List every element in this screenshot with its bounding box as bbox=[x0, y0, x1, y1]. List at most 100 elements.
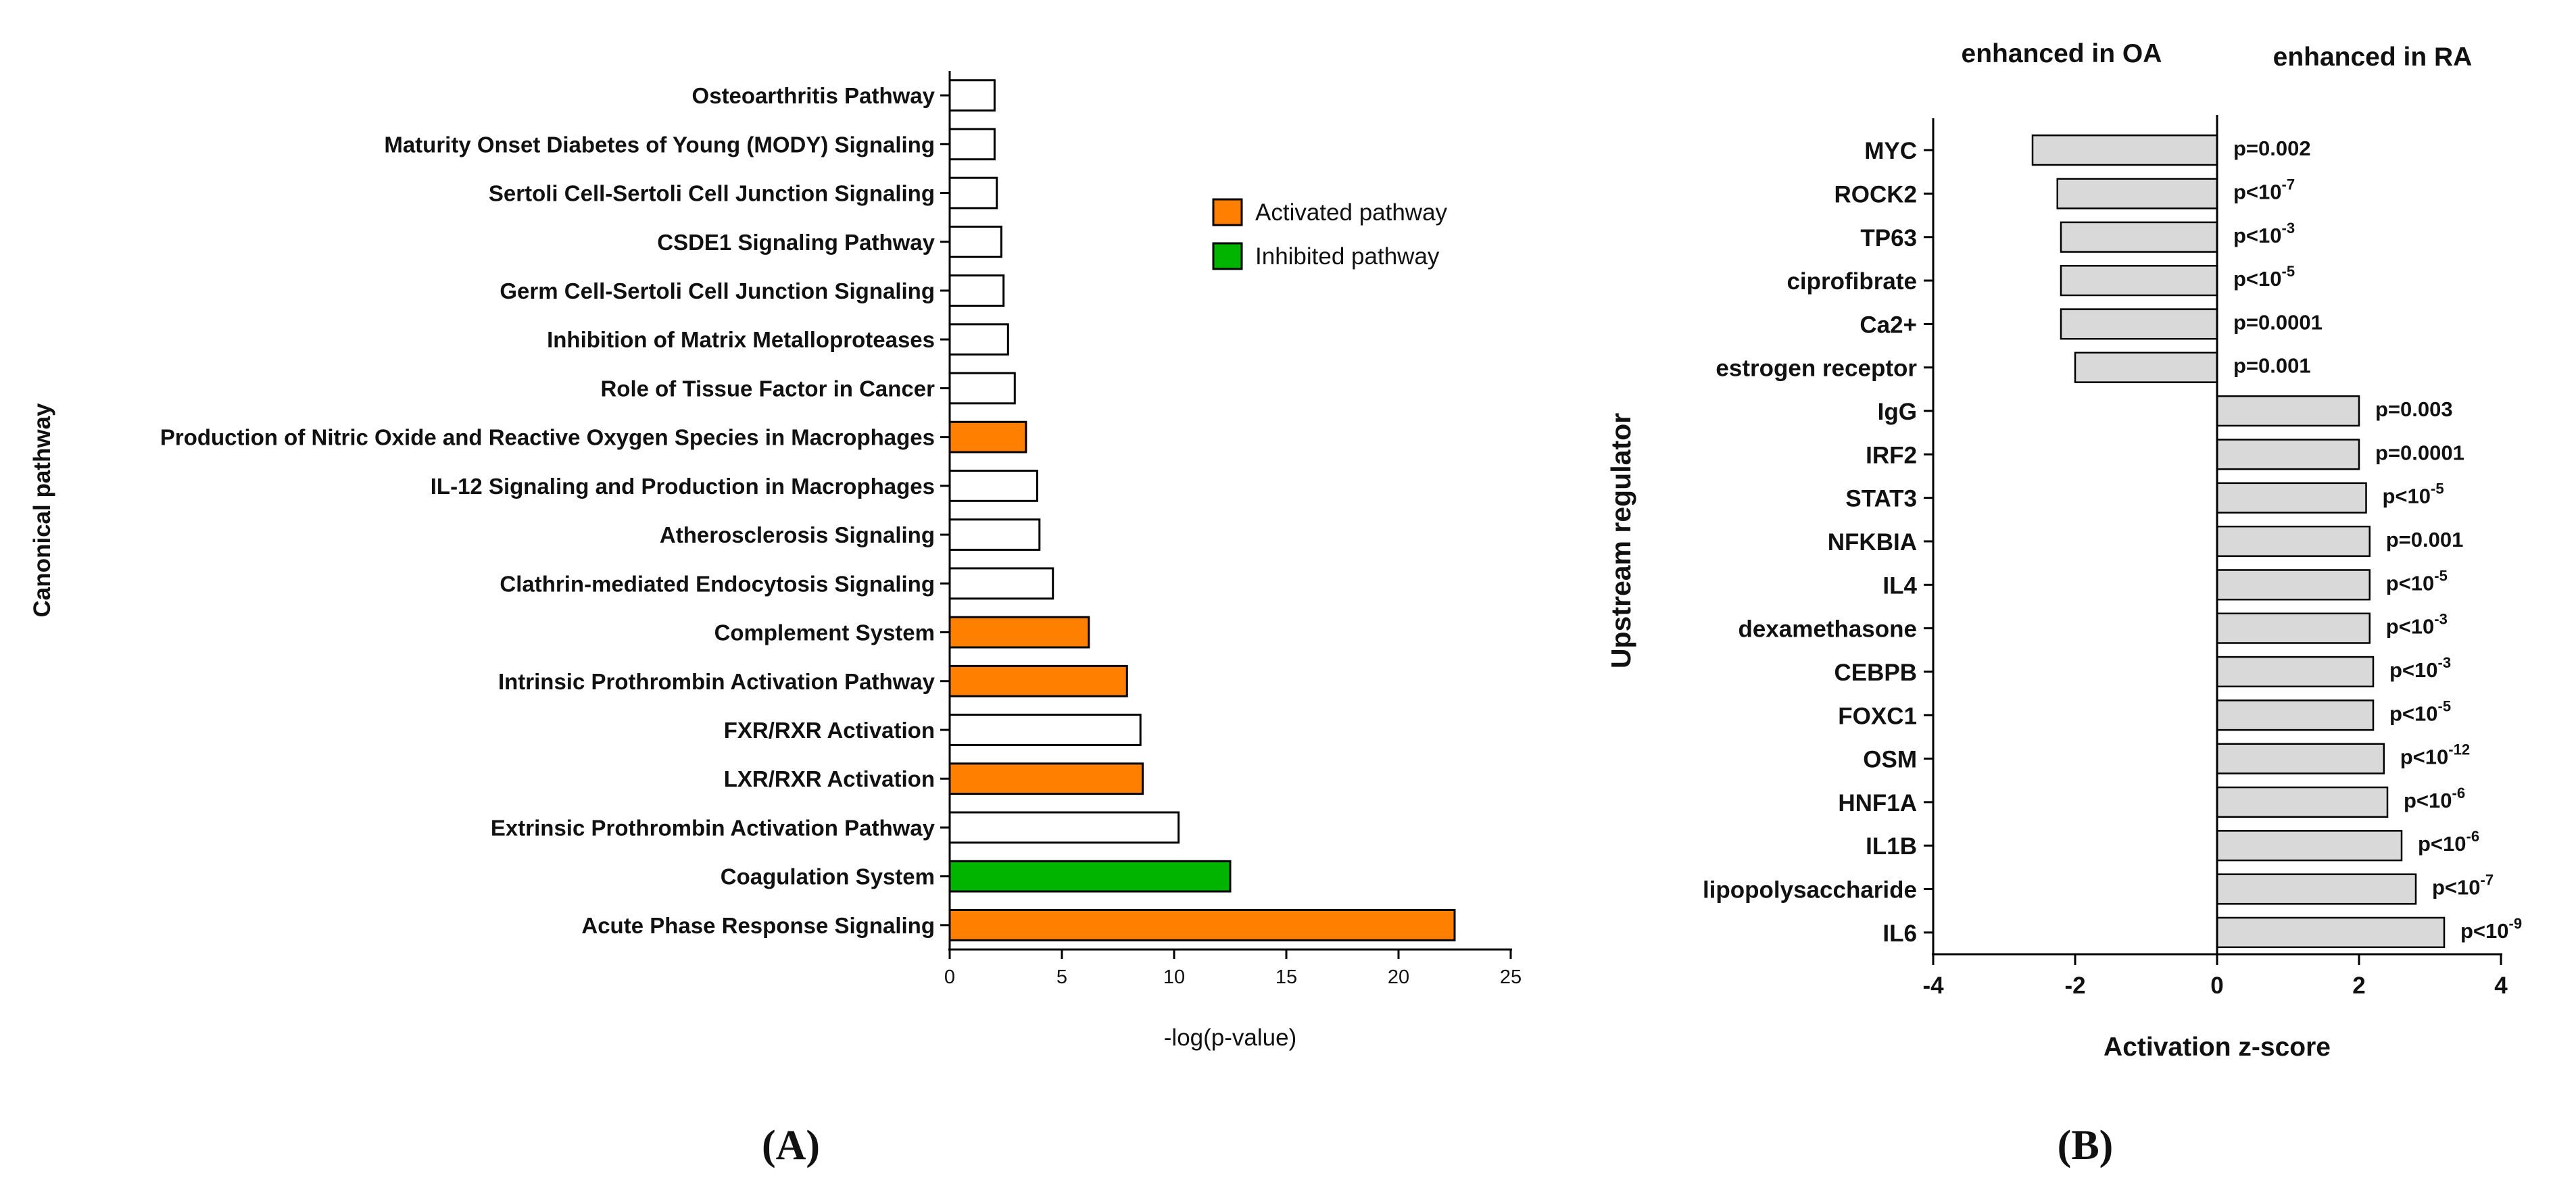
category-label-2: TP63 bbox=[1860, 225, 1917, 251]
bar-3 bbox=[2060, 264, 2218, 297]
bar-1 bbox=[2056, 178, 2218, 210]
pvalue-label-6: p=0.003 bbox=[2375, 397, 2453, 421]
bar-10 bbox=[948, 567, 1054, 600]
bar-15 bbox=[2216, 786, 2389, 818]
pvalue-label-13: p<10-5 bbox=[2389, 697, 2451, 725]
bar-11 bbox=[2216, 612, 2371, 644]
category-label-4: Ca2+ bbox=[1860, 312, 1917, 338]
category-label-5: Inhibition of Matrix Metalloproteases bbox=[547, 327, 935, 352]
bar-6 bbox=[2216, 395, 2360, 427]
bar-7 bbox=[2216, 439, 2360, 470]
bar-1 bbox=[948, 128, 996, 161]
pvalue-label-11: p<10-3 bbox=[2386, 611, 2448, 639]
pvalue-label-15: p<10-6 bbox=[2404, 785, 2465, 812]
bar-4 bbox=[948, 274, 1005, 307]
legend-label-1: Inhibited pathway bbox=[1255, 243, 1440, 270]
pvalue-label-12: p<10-3 bbox=[2389, 654, 2451, 682]
x-axis-title: -log(p-value) bbox=[1164, 1025, 1296, 1051]
category-label-18: IL6 bbox=[1882, 920, 1917, 947]
bar-13 bbox=[2216, 699, 2375, 731]
bar-11 bbox=[948, 616, 1090, 649]
caption-b: (B) bbox=[2058, 1123, 2114, 1168]
category-label-2: Sertoli Cell-Sertoli Cell Junction Signa… bbox=[489, 181, 935, 206]
xtick-label-1: 5 bbox=[1056, 966, 1067, 988]
bar-2 bbox=[948, 176, 998, 210]
legend-swatch-0 bbox=[1212, 198, 1243, 226]
pvalue-label-2: p<10-3 bbox=[2233, 220, 2295, 247]
bar-16 bbox=[2216, 830, 2403, 862]
category-label-14: OSM bbox=[1863, 747, 1917, 773]
category-label-3: CSDE1 Signaling Pathway bbox=[657, 230, 935, 255]
panel-a-pathway-chart: Osteoarthritis Pathway Maturity Onset Dia… bbox=[29, 71, 1522, 1051]
xtick-label-3: 15 bbox=[1275, 966, 1297, 988]
bar-17 bbox=[2216, 873, 2417, 905]
category-label-17: lipopolysaccharide bbox=[1703, 877, 1917, 904]
bar-10 bbox=[2216, 569, 2371, 601]
bar-0 bbox=[2031, 134, 2218, 166]
category-label-4: Germ Cell-Sertoli Cell Junction Signalin… bbox=[500, 278, 935, 303]
category-label-12: Intrinsic Prothrombin Activation Pathway bbox=[498, 669, 935, 694]
bar-4 bbox=[2060, 308, 2218, 340]
pvalue-label-16: p<10-6 bbox=[2418, 828, 2479, 856]
bar-18 bbox=[2216, 916, 2446, 948]
category-label-7: Production of Nitric Oxide and Reactive … bbox=[160, 425, 935, 450]
pvalue-label-0: p=0.002 bbox=[2233, 137, 2311, 160]
category-label-7: IRF2 bbox=[1866, 442, 1917, 468]
category-label-6: Role of Tissue Factor in Cancer bbox=[600, 376, 935, 401]
category-label-10: IL4 bbox=[1882, 572, 1917, 599]
xtick-label-0: 0 bbox=[944, 966, 955, 988]
bar-14 bbox=[2216, 743, 2385, 774]
category-label-1: ROCK2 bbox=[1834, 181, 1917, 207]
category-label-8: STAT3 bbox=[1845, 486, 1917, 512]
bar-17 bbox=[948, 909, 1456, 941]
category-label-0: MYC bbox=[1864, 138, 1917, 164]
category-label-17: Acute Phase Response Signaling bbox=[581, 913, 935, 938]
category-label-8: IL-12 Signaling and Production in Macrop… bbox=[431, 474, 935, 499]
category-label-15: Extrinsic Prothrombin Activation Pathway bbox=[491, 815, 935, 840]
pvalue-label-1: p<10-7 bbox=[2233, 176, 2295, 203]
xtick-label-3: 2 bbox=[2352, 972, 2365, 999]
category-label-9: Atherosclerosis Signaling bbox=[660, 522, 935, 547]
category-label-5: estrogen receptor bbox=[1716, 355, 1917, 382]
pvalue-label-14: p<10-12 bbox=[2400, 741, 2470, 769]
category-label-13: FXR/RXR Activation bbox=[724, 718, 935, 743]
category-label-12: CEBPB bbox=[1834, 660, 1917, 686]
bar-13 bbox=[948, 714, 1142, 746]
pvalue-label-9: p=0.001 bbox=[2386, 528, 2464, 551]
category-label-3: ciprofibrate bbox=[1787, 268, 1917, 295]
bar-5 bbox=[948, 323, 1009, 356]
bar-9 bbox=[2216, 525, 2371, 558]
bar-12 bbox=[2216, 656, 2375, 688]
bar-15 bbox=[948, 811, 1180, 844]
pvalue-label-8: p<10-5 bbox=[2383, 481, 2444, 508]
bar-9 bbox=[948, 518, 1041, 551]
pvalue-label-10: p<10-5 bbox=[2386, 567, 2448, 595]
category-label-10: Clathrin-mediated Endocytosis Signaling bbox=[500, 571, 935, 596]
pvalue-label-18: p<10-9 bbox=[2460, 915, 2522, 943]
bar-7 bbox=[948, 420, 1027, 453]
bar-0 bbox=[948, 79, 996, 112]
category-label-11: Complement System bbox=[714, 620, 935, 645]
xtick-label-1: -2 bbox=[2064, 972, 2085, 999]
bar-8 bbox=[948, 470, 1038, 502]
category-label-6: IgG bbox=[1878, 399, 1917, 425]
pvalue-label-3: p<10-5 bbox=[2233, 263, 2295, 291]
xtick-label-5: 25 bbox=[1500, 966, 1522, 988]
pvalue-label-4: p=0.0001 bbox=[2233, 310, 2323, 334]
y-axis-title: Upstream regulator bbox=[1605, 413, 1636, 668]
category-label-15: HNF1A bbox=[1838, 790, 1917, 816]
category-label-0: Osteoarthritis Pathway bbox=[692, 83, 935, 108]
pvalue-label-7: p=0.0001 bbox=[2375, 441, 2464, 464]
xtick-label-2: 10 bbox=[1163, 966, 1185, 988]
header-oa: enhanced in OA bbox=[1962, 39, 2162, 68]
caption-a: (A) bbox=[762, 1123, 820, 1168]
legend-swatch-1 bbox=[1212, 242, 1243, 270]
category-label-9: NFKBIA bbox=[1828, 529, 1917, 556]
category-label-14: LXR/RXR Activation bbox=[724, 766, 935, 791]
category-label-1: Maturity Onset Diabetes of Young (MODY) … bbox=[384, 132, 935, 157]
pvalue-label-17: p<10-7 bbox=[2432, 872, 2494, 900]
header-ra: enhanced in RA bbox=[2273, 43, 2473, 72]
bar-3 bbox=[948, 225, 1002, 258]
category-label-13: FOXC1 bbox=[1838, 703, 1917, 729]
